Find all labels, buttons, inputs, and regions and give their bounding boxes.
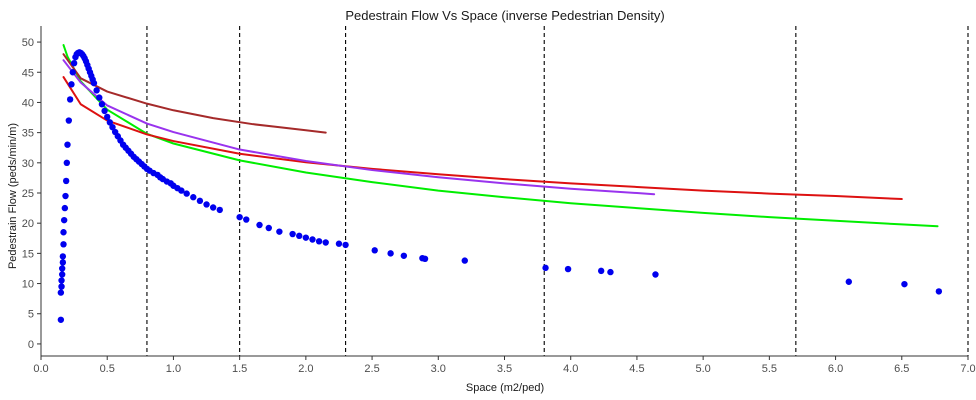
x-tick-label: 2.0	[298, 363, 313, 375]
data-point	[68, 81, 75, 88]
y-tick-label: 40	[22, 97, 34, 109]
data-point	[57, 289, 65, 296]
data-point	[106, 119, 114, 126]
y-tick-label: 50	[22, 37, 34, 49]
data-point	[256, 221, 263, 229]
y-tick-label: 5	[28, 309, 34, 321]
x-axis-label: Space (m2/ped)	[466, 382, 544, 394]
data-point	[335, 240, 343, 247]
x-tick-label: 6.0	[828, 363, 843, 375]
data-point	[302, 234, 310, 241]
data-point	[901, 280, 908, 288]
x-tick-label: 1.0	[166, 363, 181, 375]
data-point	[371, 247, 378, 254]
y-tick-label: 0	[28, 339, 34, 351]
data-point	[183, 190, 190, 197]
y-tick-label: 25	[22, 188, 34, 200]
y-tick-label: 20	[22, 218, 34, 230]
data-point	[400, 252, 408, 259]
chart-title: Pedestrain Flow Vs Space (inverse Pedest…	[345, 8, 664, 23]
data-point	[62, 192, 69, 200]
data-point	[652, 271, 659, 278]
data-point	[564, 265, 572, 273]
data-point	[60, 216, 68, 224]
series-layer	[57, 44, 943, 323]
data-point	[387, 250, 394, 257]
data-point	[607, 268, 614, 276]
x-tick-label: 1.5	[232, 363, 247, 375]
data-point	[243, 216, 250, 223]
series-line	[62, 76, 903, 201]
data-point	[60, 241, 67, 248]
series-line	[62, 59, 656, 196]
data-point	[62, 177, 70, 185]
data-point	[209, 204, 217, 211]
x-tick-label: 5.0	[695, 363, 710, 375]
data-point	[196, 197, 204, 205]
data-point	[66, 96, 74, 103]
data-point	[104, 113, 111, 121]
y-tick-label: 10	[22, 279, 34, 291]
x-tick-label: 4.5	[629, 363, 644, 375]
x-tick-label: 3.0	[431, 363, 446, 375]
data-point	[342, 241, 349, 249]
y-tick-label: 45	[22, 67, 34, 79]
data-point	[236, 213, 243, 221]
data-point	[845, 278, 853, 285]
data-point	[70, 60, 78, 67]
data-point	[190, 194, 197, 201]
data-point	[935, 288, 943, 295]
x-tick-label: 2.5	[364, 363, 379, 375]
x-tick-label: 4.0	[563, 363, 578, 375]
data-point	[315, 238, 323, 245]
data-point	[322, 239, 329, 246]
data-point	[58, 265, 66, 272]
data-point	[276, 228, 283, 235]
data-point	[289, 230, 296, 238]
data-point	[61, 204, 69, 212]
data-point	[69, 69, 76, 76]
x-tick-label: 0.0	[33, 363, 48, 375]
data-point	[57, 316, 65, 323]
data-point	[309, 236, 316, 243]
axes: 0.0 0.5 1.0 1.5 2.0 2.5 3.0 3.5 4.0 4.5 5.0 5.5 6.0 6…	[22, 26, 976, 375]
data-point	[265, 224, 272, 232]
data-point	[93, 87, 100, 94]
data-point	[109, 124, 116, 131]
y-tick-label: 15	[22, 248, 34, 260]
reference-lines	[146, 26, 969, 356]
y-tick-label: 35	[22, 128, 34, 140]
data-point	[65, 117, 73, 124]
x-tick-label: 7.0	[960, 363, 975, 375]
data-point	[90, 79, 98, 87]
x-tick-label: 3.5	[497, 363, 512, 375]
data-point	[59, 253, 67, 260]
y-axis-label: Pedestrain Flow (peds/min/m)	[7, 123, 19, 269]
x-tick-label: 0.5	[100, 363, 115, 375]
data-point	[64, 141, 71, 148]
data-point	[178, 187, 185, 194]
data-point	[461, 257, 468, 264]
data-point	[216, 206, 223, 214]
data-point	[58, 277, 65, 284]
data-point	[203, 201, 210, 208]
data-point	[63, 159, 71, 167]
data-point	[98, 101, 106, 108]
data-point	[60, 229, 67, 236]
data-point	[96, 94, 103, 101]
data-point	[101, 107, 108, 115]
x-tick-label: 5.5	[762, 363, 777, 375]
data-point	[58, 271, 66, 278]
data-point	[542, 264, 549, 272]
data-point	[421, 255, 429, 262]
y-tick-label: 30	[22, 158, 34, 170]
x-tick-label: 6.5	[894, 363, 909, 375]
data-point	[296, 232, 303, 240]
data-point	[58, 283, 65, 290]
data-point	[59, 259, 67, 266]
data-point	[597, 267, 605, 275]
series-line	[62, 53, 327, 134]
